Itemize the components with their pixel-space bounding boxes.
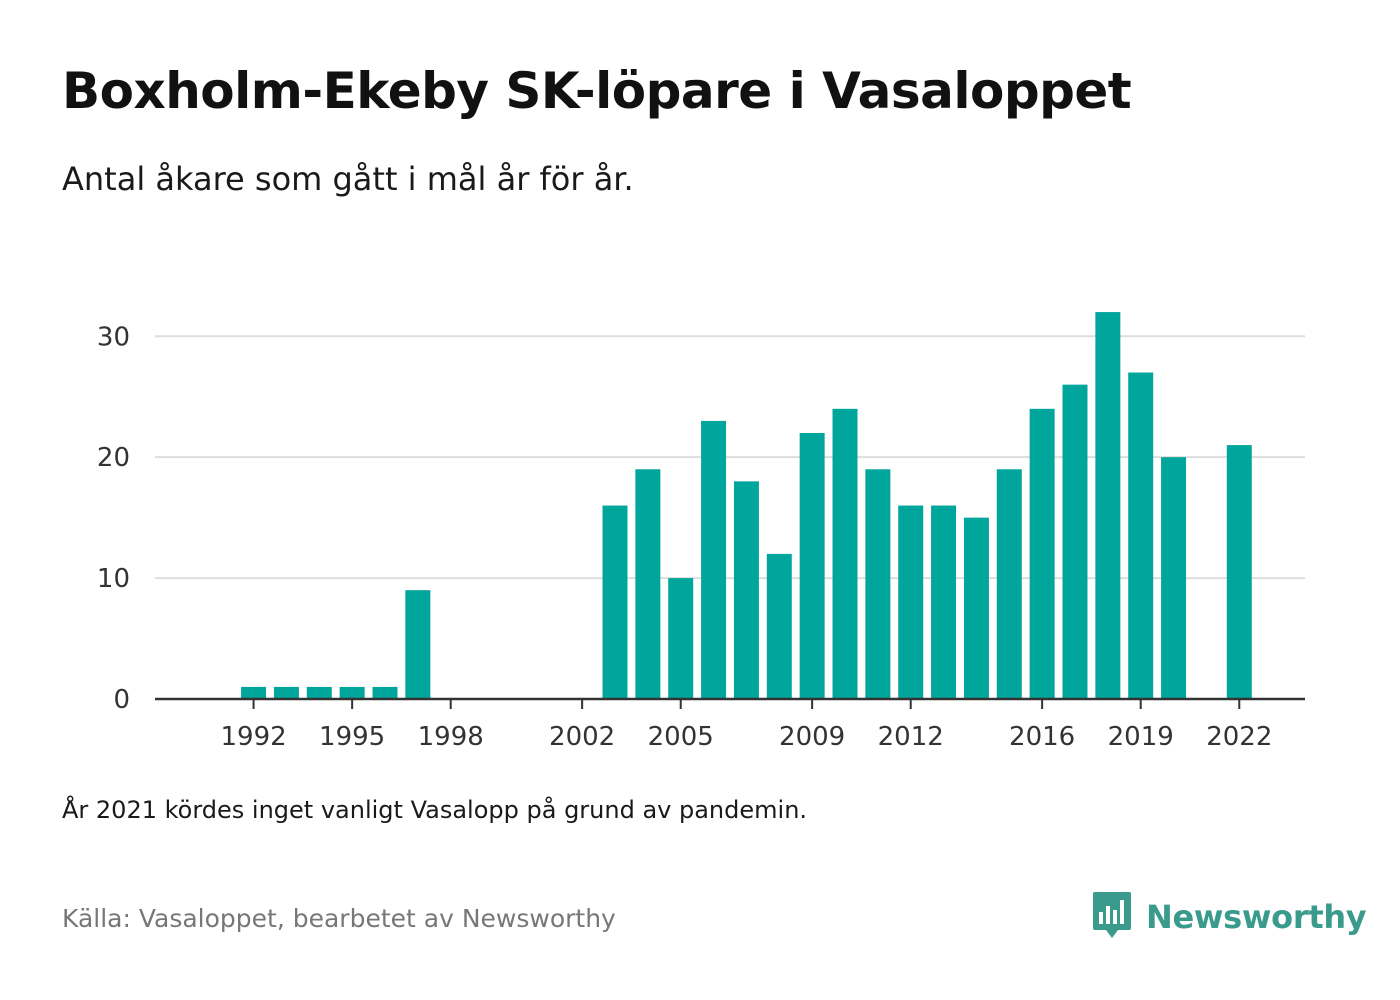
x-tick-label: 2009 [779,722,845,752]
bar-2007 [733,481,759,699]
bar-2012 [898,505,924,699]
bar-2017 [1062,384,1088,699]
bar-2006 [701,420,727,699]
x-tick-label: 1992 [220,722,286,752]
x-tick-label: 2022 [1206,722,1272,752]
newsworthy-logo-icon [1092,890,1132,944]
bar-2018 [1095,312,1121,699]
brand-name: Newsworthy [1146,898,1367,936]
bar-2008 [766,553,792,699]
x-tick-label: 2019 [1108,722,1174,752]
y-tick-label: 30 [97,322,130,352]
bar-2013 [931,505,957,699]
bar-2016 [1029,408,1055,699]
bar-2003 [602,505,628,699]
bar-2011 [865,469,891,699]
bar-2005 [668,578,694,699]
bar-1993 [273,686,299,699]
bar-1994 [306,686,332,699]
bar-2015 [996,469,1022,699]
chart-title: Boxholm-Ekeby SK-löpare i Vasaloppet [62,62,1132,120]
brand-logo: Newsworthy [1092,890,1367,944]
y-tick-label: 0 [113,685,130,715]
bar-2004 [635,469,661,699]
bar-2022 [1226,445,1252,699]
y-tick-label: 20 [97,443,130,473]
x-tick-label: 2002 [549,722,615,752]
x-tick-label: 1995 [319,722,385,752]
x-tick-label: 2016 [1009,722,1075,752]
bar-1995 [339,686,365,699]
x-tick-label: 2012 [878,722,944,752]
x-tick-label: 2005 [648,722,714,752]
chart-subtitle: Antal åkare som gått i mål år för år. [62,160,634,198]
y-tick-label: 10 [97,564,130,594]
bars [241,312,1252,699]
chart-note: År 2021 kördes inget vanligt Vasalopp på… [62,796,808,824]
bar-1992 [241,686,267,699]
x-tick-label: 1998 [418,722,484,752]
bar-1997 [405,590,431,699]
axes: 0 10 20 30 1992 1995 1998 2002 2005 2009 2012 2016 2… [97,322,1305,752]
source-text: Källa: Vasaloppet, bearbetet av Newswort… [62,904,616,933]
bar-2010 [832,408,858,699]
bar-1996 [372,686,398,699]
bar-2009 [799,433,825,699]
bar-2014 [963,517,989,699]
bar-2020 [1161,457,1187,699]
bar-2019 [1128,372,1154,699]
